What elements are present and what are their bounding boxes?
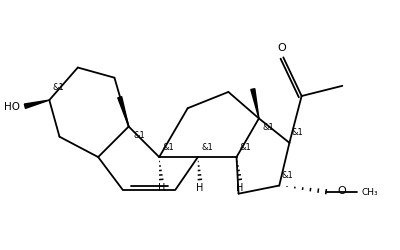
Text: H: H	[158, 182, 165, 192]
Text: &1: &1	[52, 83, 64, 92]
Text: HO: HO	[4, 102, 20, 112]
Text: &1: &1	[162, 142, 174, 151]
Polygon shape	[251, 89, 259, 119]
Text: &1: &1	[292, 128, 303, 137]
Text: O: O	[277, 43, 286, 53]
Text: &1: &1	[281, 170, 293, 179]
Polygon shape	[118, 97, 129, 127]
Text: H: H	[236, 182, 244, 192]
Text: O: O	[338, 185, 346, 195]
Text: &1: &1	[201, 142, 213, 151]
Text: &1: &1	[262, 122, 274, 131]
Text: &1: &1	[240, 142, 252, 151]
Text: H: H	[196, 182, 204, 192]
Text: &1: &1	[134, 130, 145, 139]
Polygon shape	[24, 101, 49, 109]
Text: CH₃: CH₃	[362, 188, 378, 196]
